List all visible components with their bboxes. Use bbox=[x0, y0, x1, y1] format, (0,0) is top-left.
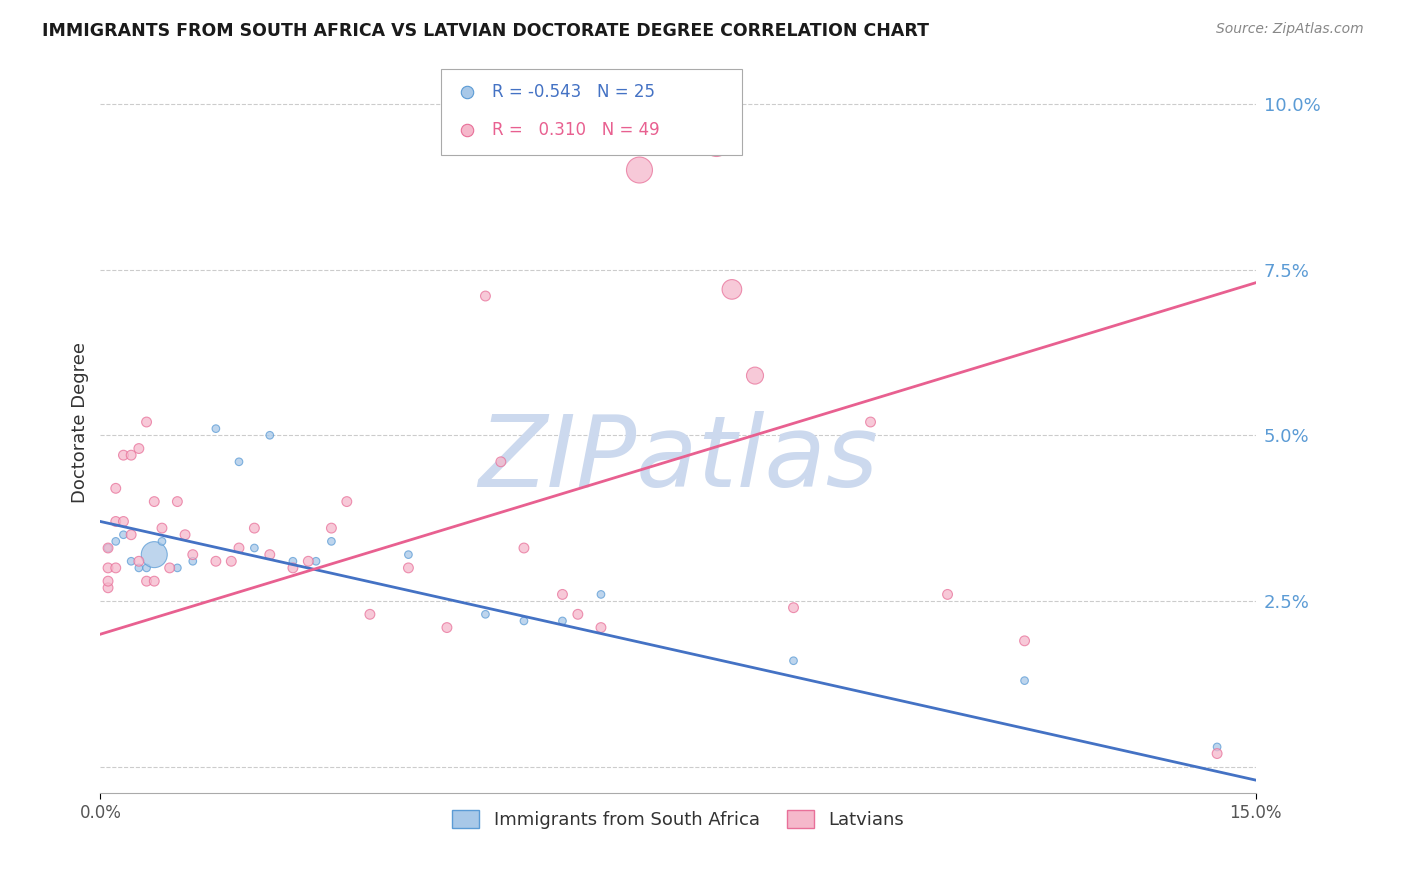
Point bbox=[305, 554, 328, 568]
Point bbox=[706, 136, 728, 151]
Point bbox=[181, 554, 204, 568]
Point bbox=[744, 368, 766, 383]
Point bbox=[128, 561, 150, 575]
Point bbox=[859, 415, 882, 429]
Point bbox=[120, 554, 142, 568]
Point bbox=[112, 515, 135, 529]
Point bbox=[150, 521, 173, 535]
Point bbox=[159, 561, 181, 575]
Point bbox=[228, 541, 250, 555]
Point bbox=[513, 614, 536, 628]
Point bbox=[97, 581, 120, 595]
Point bbox=[150, 534, 173, 549]
Point bbox=[174, 527, 197, 541]
Text: ZIPatlas: ZIPatlas bbox=[478, 410, 877, 508]
Point bbox=[782, 654, 804, 668]
Legend: Immigrants from South Africa, Latvians: Immigrants from South Africa, Latvians bbox=[444, 803, 911, 837]
Point bbox=[359, 607, 381, 622]
Point bbox=[489, 455, 512, 469]
FancyBboxPatch shape bbox=[441, 70, 741, 154]
Point bbox=[1014, 633, 1036, 648]
Point bbox=[721, 282, 744, 296]
Point bbox=[321, 534, 343, 549]
Point bbox=[112, 527, 135, 541]
Point bbox=[104, 534, 127, 549]
Point bbox=[782, 600, 804, 615]
Point bbox=[135, 574, 157, 589]
Point bbox=[628, 163, 651, 178]
Point bbox=[436, 621, 458, 635]
Text: IMMIGRANTS FROM SOUTH AFRICA VS LATVIAN DOCTORATE DEGREE CORRELATION CHART: IMMIGRANTS FROM SOUTH AFRICA VS LATVIAN … bbox=[42, 22, 929, 40]
Point bbox=[135, 561, 157, 575]
Point bbox=[259, 428, 281, 442]
Point bbox=[1014, 673, 1036, 688]
Point bbox=[143, 574, 166, 589]
Point bbox=[297, 554, 319, 568]
Y-axis label: Doctorate Degree: Doctorate Degree bbox=[72, 342, 89, 502]
Point bbox=[128, 442, 150, 456]
Point bbox=[97, 541, 120, 555]
Point bbox=[243, 541, 266, 555]
Point bbox=[97, 541, 120, 555]
Point bbox=[321, 521, 343, 535]
Text: Source: ZipAtlas.com: Source: ZipAtlas.com bbox=[1216, 22, 1364, 37]
Point bbox=[219, 554, 242, 568]
Point bbox=[228, 455, 250, 469]
Point bbox=[166, 561, 188, 575]
Point bbox=[143, 494, 166, 508]
Point bbox=[474, 607, 496, 622]
Point bbox=[551, 614, 574, 628]
Point bbox=[128, 554, 150, 568]
Point bbox=[104, 515, 127, 529]
Point bbox=[135, 415, 157, 429]
Point bbox=[243, 521, 266, 535]
Point bbox=[474, 289, 496, 303]
Point bbox=[120, 448, 142, 462]
Point bbox=[281, 561, 304, 575]
Point bbox=[259, 548, 281, 562]
Point bbox=[396, 561, 419, 575]
Point bbox=[104, 561, 127, 575]
Point bbox=[143, 548, 166, 562]
Point bbox=[589, 621, 612, 635]
Point bbox=[567, 607, 589, 622]
Point bbox=[166, 494, 188, 508]
Point bbox=[120, 527, 142, 541]
Point bbox=[336, 494, 359, 508]
Point bbox=[281, 554, 304, 568]
Text: R = -0.543   N = 25: R = -0.543 N = 25 bbox=[492, 83, 655, 101]
Point bbox=[205, 422, 228, 436]
Point bbox=[1206, 739, 1229, 754]
Point bbox=[205, 554, 228, 568]
Point bbox=[589, 587, 612, 601]
Point bbox=[513, 541, 536, 555]
Point bbox=[396, 548, 419, 562]
Point bbox=[97, 574, 120, 589]
Text: R =   0.310   N = 49: R = 0.310 N = 49 bbox=[492, 121, 659, 139]
Point bbox=[112, 448, 135, 462]
Point bbox=[936, 587, 959, 601]
Point bbox=[97, 561, 120, 575]
Point bbox=[104, 481, 127, 495]
Point bbox=[181, 548, 204, 562]
Point bbox=[1206, 747, 1229, 761]
Point bbox=[551, 587, 574, 601]
